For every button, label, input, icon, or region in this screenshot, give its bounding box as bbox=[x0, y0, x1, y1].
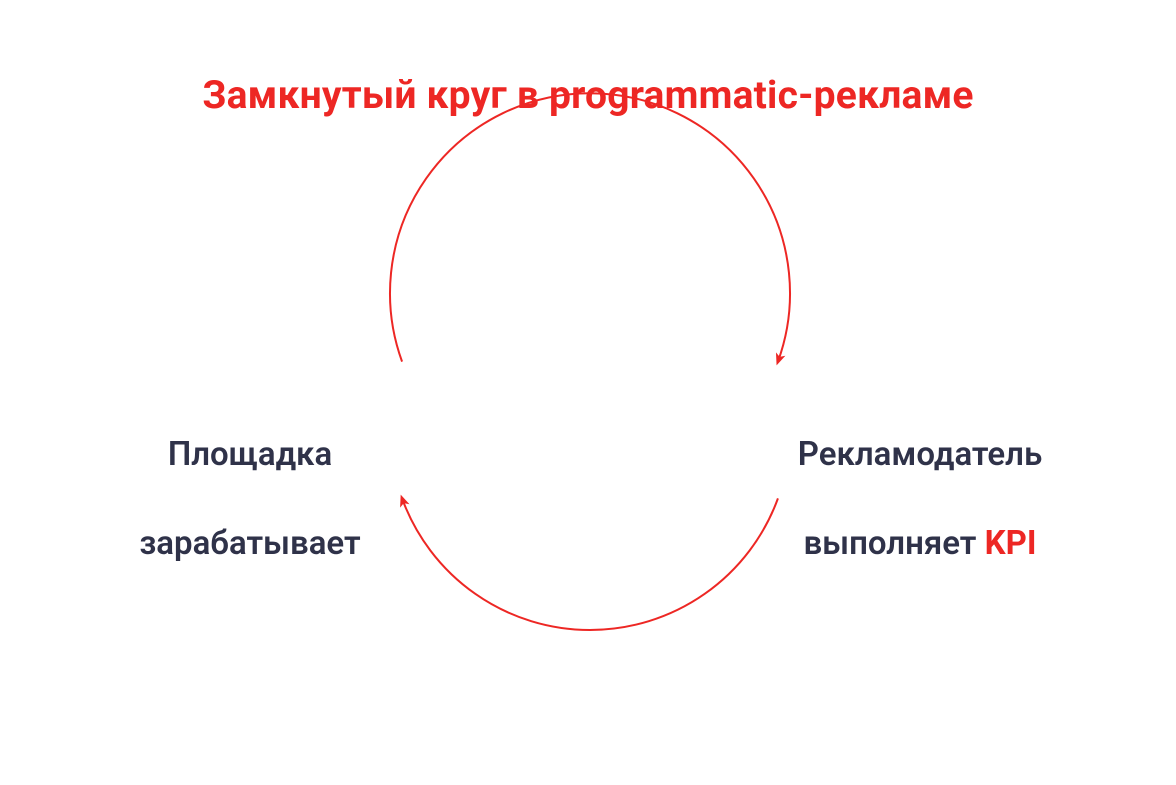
node-left-line1: Площадка bbox=[168, 435, 332, 474]
cycle-arrow-top bbox=[390, 93, 790, 361]
node-right-kpi-accent: KPI bbox=[985, 524, 1037, 563]
node-right-line1: Рекламодатель bbox=[798, 435, 1043, 474]
cycle-node-left: Площадка зарабатывает bbox=[60, 388, 440, 566]
node-right-line2-prefix: выполняет bbox=[803, 524, 984, 563]
cycle-node-right: Рекламодатель выполняет KPI bbox=[720, 388, 1120, 566]
node-left-line2: зарабатывает bbox=[139, 524, 360, 563]
